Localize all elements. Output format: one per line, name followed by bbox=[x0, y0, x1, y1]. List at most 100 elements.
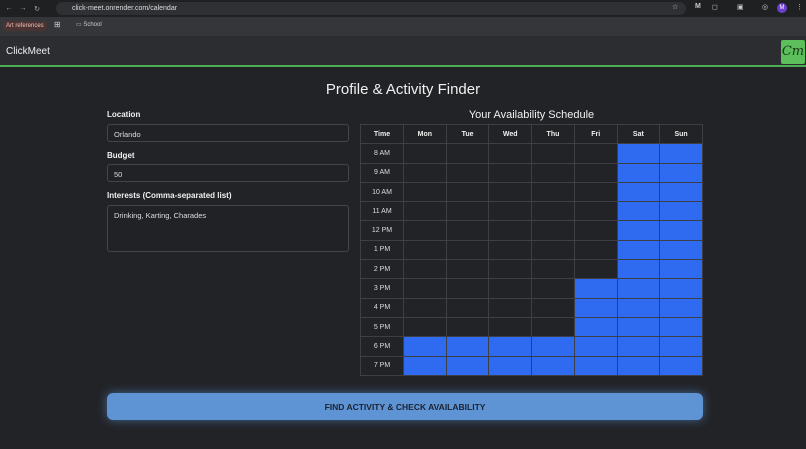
apps-icon[interactable]: ⊞ bbox=[54, 20, 61, 29]
slot-tue-8am[interactable] bbox=[445, 143, 490, 164]
slot-sat-8am[interactable] bbox=[616, 143, 661, 164]
slot-tue-4pm[interactable] bbox=[445, 297, 490, 318]
slot-wed-2pm[interactable] bbox=[488, 259, 533, 280]
slot-mon-9am[interactable] bbox=[403, 162, 447, 183]
slot-sat-7pm[interactable] bbox=[616, 355, 661, 376]
tabs-icon[interactable]: ◎ bbox=[762, 4, 769, 11]
slot-sun-3pm[interactable] bbox=[659, 278, 703, 299]
address-bar[interactable]: click-meet.onrender.com/calendar bbox=[56, 2, 686, 15]
slot-fri-7pm[interactable] bbox=[573, 355, 618, 376]
slot-mon-2pm[interactable] bbox=[403, 259, 447, 280]
slot-sat-12pm[interactable] bbox=[616, 220, 661, 241]
slot-wed-11am[interactable] bbox=[488, 201, 533, 222]
star-icon[interactable]: ☆ bbox=[672, 4, 679, 11]
logo-icon[interactable]: Cm bbox=[781, 40, 805, 64]
slot-fri-5pm[interactable] bbox=[573, 316, 618, 338]
slot-tue-2pm[interactable] bbox=[445, 259, 490, 280]
slot-sat-1pm[interactable] bbox=[616, 239, 661, 261]
slot-sat-9am[interactable] bbox=[616, 162, 661, 183]
slot-sun-11am[interactable] bbox=[659, 201, 703, 222]
location-input[interactable]: Orlando bbox=[107, 124, 349, 142]
slot-sun-6pm[interactable] bbox=[659, 336, 703, 357]
brand-link[interactable]: ClickMeet bbox=[6, 46, 50, 57]
slot-fri-4pm[interactable] bbox=[573, 297, 618, 318]
slot-fri-6pm[interactable] bbox=[573, 336, 618, 357]
slot-mon-12pm[interactable] bbox=[403, 220, 447, 241]
slot-thu-4pm[interactable] bbox=[531, 297, 575, 318]
slot-tue-9am[interactable] bbox=[445, 162, 490, 183]
slot-tue-3pm[interactable] bbox=[445, 278, 490, 299]
bookmark-school[interactable]: ▭ School bbox=[76, 21, 102, 28]
slot-sat-3pm[interactable] bbox=[616, 278, 661, 299]
slot-tue-12pm[interactable] bbox=[445, 220, 490, 241]
slot-sat-2pm[interactable] bbox=[616, 259, 661, 280]
slot-thu-9am[interactable] bbox=[531, 162, 575, 183]
slot-thu-6pm[interactable] bbox=[531, 336, 575, 357]
slot-thu-7pm[interactable] bbox=[531, 355, 575, 376]
slot-fri-1pm[interactable] bbox=[573, 239, 618, 261]
slot-thu-3pm[interactable] bbox=[531, 278, 575, 299]
slot-mon-5pm[interactable] bbox=[403, 316, 447, 338]
slot-sun-5pm[interactable] bbox=[659, 316, 703, 338]
extension-icon[interactable]: M bbox=[695, 3, 701, 10]
slot-sat-6pm[interactable] bbox=[616, 336, 661, 357]
puzzle-icon[interactable]: ◻ bbox=[712, 4, 718, 11]
slot-fri-10am[interactable] bbox=[573, 181, 618, 203]
budget-input[interactable]: 50 bbox=[107, 164, 349, 182]
bookmark-art-references[interactable]: Art references bbox=[3, 21, 47, 31]
slot-tue-6pm[interactable] bbox=[445, 336, 490, 357]
slot-wed-8am[interactable] bbox=[488, 143, 533, 164]
slot-wed-6pm[interactable] bbox=[488, 336, 533, 357]
slot-sat-10am[interactable] bbox=[616, 181, 661, 203]
slot-thu-11am[interactable] bbox=[531, 201, 575, 222]
slot-mon-1pm[interactable] bbox=[403, 239, 447, 261]
slot-wed-3pm[interactable] bbox=[488, 278, 533, 299]
avatar[interactable]: M bbox=[777, 3, 787, 13]
slot-fri-3pm[interactable] bbox=[573, 278, 618, 299]
slot-tue-5pm[interactable] bbox=[445, 316, 490, 338]
slot-sat-4pm[interactable] bbox=[616, 297, 661, 318]
slot-fri-8am[interactable] bbox=[573, 143, 618, 164]
slot-sun-2pm[interactable] bbox=[659, 259, 703, 280]
slot-tue-11am[interactable] bbox=[445, 201, 490, 222]
find-activity-button[interactable]: FIND ACTIVITY & CHECK AVAILABILITY bbox=[107, 393, 703, 420]
slot-sun-1pm[interactable] bbox=[659, 239, 703, 261]
slot-mon-3pm[interactable] bbox=[403, 278, 447, 299]
slot-mon-11am[interactable] bbox=[403, 201, 447, 222]
slot-wed-7pm[interactable] bbox=[488, 355, 533, 376]
slot-thu-8am[interactable] bbox=[531, 143, 575, 164]
slot-tue-10am[interactable] bbox=[445, 181, 490, 203]
slot-mon-10am[interactable] bbox=[403, 181, 447, 203]
slot-thu-10am[interactable] bbox=[531, 181, 575, 203]
slot-thu-2pm[interactable] bbox=[531, 259, 575, 280]
slot-sun-4pm[interactable] bbox=[659, 297, 703, 318]
slot-wed-12pm[interactable] bbox=[488, 220, 533, 241]
slot-fri-12pm[interactable] bbox=[573, 220, 618, 241]
slot-tue-7pm[interactable] bbox=[445, 355, 490, 376]
slot-fri-2pm[interactable] bbox=[573, 259, 618, 280]
slot-wed-1pm[interactable] bbox=[488, 239, 533, 261]
slot-fri-9am[interactable] bbox=[573, 162, 618, 183]
back-icon[interactable]: ← bbox=[5, 5, 13, 12]
slot-sun-12pm[interactable] bbox=[659, 220, 703, 241]
slot-sat-11am[interactable] bbox=[616, 201, 661, 222]
interests-textarea[interactable]: Drinking, Karting, Charades bbox=[107, 205, 349, 252]
slot-fri-11am[interactable] bbox=[573, 201, 618, 222]
forward-icon[interactable]: → bbox=[19, 5, 27, 12]
sidepanel-icon[interactable]: ▣ bbox=[737, 4, 744, 11]
slot-mon-4pm[interactable] bbox=[403, 297, 447, 318]
slot-wed-5pm[interactable] bbox=[488, 316, 533, 338]
slot-sun-10am[interactable] bbox=[659, 181, 703, 203]
slot-sun-8am[interactable] bbox=[659, 143, 703, 164]
reload-icon[interactable]: ↻ bbox=[34, 5, 40, 13]
slot-mon-8am[interactable] bbox=[403, 143, 447, 164]
slot-sat-5pm[interactable] bbox=[616, 316, 661, 338]
slot-wed-9am[interactable] bbox=[488, 162, 533, 183]
slot-wed-4pm[interactable] bbox=[488, 297, 533, 318]
slot-sun-9am[interactable] bbox=[659, 162, 703, 183]
slot-mon-6pm[interactable] bbox=[403, 336, 447, 357]
slot-thu-12pm[interactable] bbox=[531, 220, 575, 241]
slot-sun-7pm[interactable] bbox=[659, 355, 703, 376]
slot-thu-1pm[interactable] bbox=[531, 239, 575, 261]
slot-mon-7pm[interactable] bbox=[403, 355, 447, 376]
